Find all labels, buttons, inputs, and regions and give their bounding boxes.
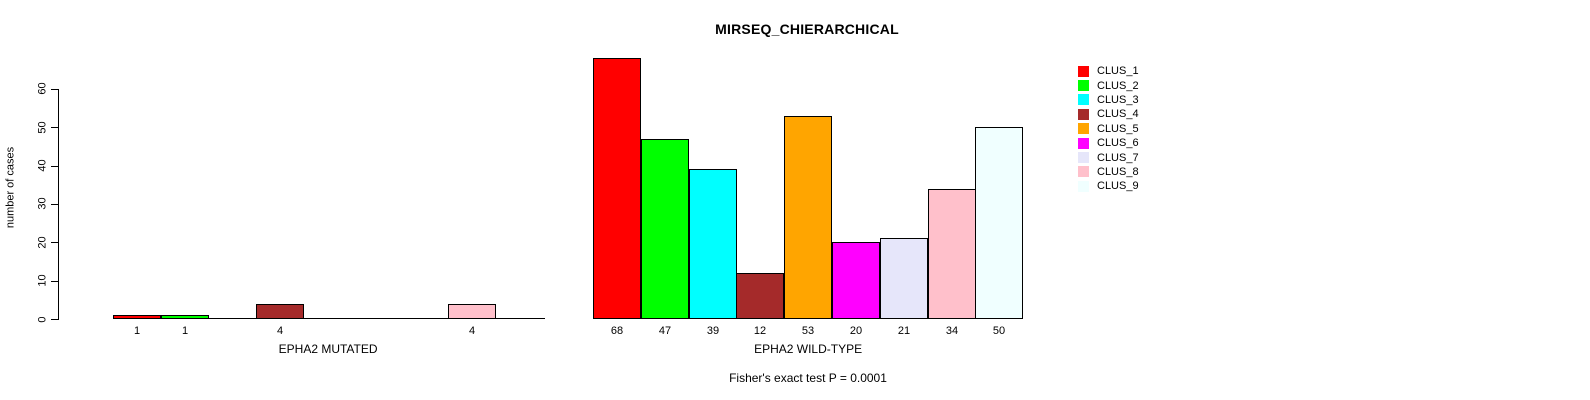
y-tick [51, 319, 58, 320]
legend-color-swatch [1078, 123, 1089, 135]
legend-color-swatch [1078, 166, 1089, 178]
x-axis-title: EPHA2 MUTATED [278, 342, 378, 356]
legend-color-swatch [1078, 180, 1089, 192]
legend-label: CLUS_7 [1097, 151, 1139, 164]
legend-item: CLUS_2 [1078, 78, 1139, 92]
bar-clus_2 [161, 315, 209, 319]
y-tick-label: 0 [36, 315, 49, 323]
fisher-test-annotation: Fisher's exact test P = 0.0001 [729, 371, 887, 385]
bar-clus_8 [928, 189, 976, 319]
bar-clus_8 [448, 304, 496, 319]
legend-item: CLUS_4 [1078, 107, 1139, 121]
legend-label: CLUS_6 [1097, 137, 1139, 150]
legend-item: CLUS_5 [1078, 122, 1139, 136]
bar-value-label: 39 [706, 325, 720, 337]
legend-label: CLUS_3 [1097, 93, 1139, 106]
legend-item: CLUS_7 [1078, 150, 1139, 164]
legend-item: CLUS_1 [1078, 64, 1139, 78]
y-axis-label: number of cases [4, 146, 17, 229]
legend-item: CLUS_9 [1078, 179, 1139, 193]
bar-value-label: 1 [133, 325, 141, 337]
y-tick [51, 280, 58, 282]
legend-label: CLUS_9 [1097, 180, 1139, 193]
legend-label: CLUS_8 [1097, 165, 1139, 178]
bar-clus_7 [880, 238, 928, 319]
bar-clus_3 [689, 169, 737, 319]
bar-clus_9 [975, 127, 1023, 319]
legend-color-swatch [1078, 80, 1089, 92]
bar-value-label: 21 [897, 325, 911, 337]
y-tick-label: 40 [36, 159, 49, 172]
chart-title: MIRSEQ_CHIERARCHICAL [715, 21, 899, 37]
legend-label: CLUS_2 [1097, 79, 1139, 92]
x-axis-title: EPHA2 WILD-TYPE [754, 342, 863, 356]
legend-color-swatch [1078, 108, 1089, 120]
bar-value-label: 1 [181, 325, 189, 337]
bar-clus_1 [113, 315, 161, 319]
y-tick [51, 203, 58, 205]
bar-clus_4 [256, 304, 304, 319]
bar-clus_4 [736, 273, 784, 319]
legend-item: CLUS_8 [1078, 165, 1139, 179]
legend-color-swatch [1078, 65, 1089, 77]
bar-value-label: 53 [801, 325, 815, 337]
legend: CLUS_1 CLUS_2 CLUS_3 CLUS_4 CLUS_5 CLUS_6 CLUS… [1078, 64, 1139, 194]
y-tick-label: 30 [36, 197, 49, 211]
y-axis-line [58, 88, 59, 320]
legend-item: CLUS_3 [1078, 93, 1139, 107]
bar-value-label: 20 [849, 325, 863, 337]
bar-clus_1 [593, 58, 641, 319]
y-tick [51, 242, 58, 244]
legend-color-swatch [1078, 137, 1089, 149]
y-tick [51, 127, 58, 129]
legend-color-swatch [1078, 152, 1089, 164]
y-tick [51, 88, 58, 90]
bar-value-label: 47 [658, 325, 672, 337]
bar-value-label: 34 [945, 325, 959, 337]
x-axis-line [113, 318, 546, 319]
legend-label: CLUS_4 [1097, 108, 1139, 121]
bar-value-label: 50 [992, 325, 1006, 337]
bar-value-label: 12 [753, 325, 767, 337]
y-tick-label: 60 [36, 82, 49, 96]
y-tick [51, 165, 58, 167]
bar-clus_6 [832, 242, 880, 319]
legend-item: CLUS_6 [1078, 136, 1139, 150]
y-tick-label: 20 [36, 236, 49, 249]
bar-clus_2 [641, 139, 689, 319]
bar-value-label: 4 [468, 325, 476, 337]
legend-label: CLUS_5 [1097, 122, 1139, 135]
bar-value-label: 68 [610, 325, 624, 337]
bar-value-label: 4 [276, 325, 284, 337]
y-tick-label: 10 [36, 274, 49, 287]
legend-label: CLUS_1 [1097, 65, 1139, 78]
bar-clus_5 [784, 116, 832, 319]
legend-color-swatch [1078, 94, 1089, 106]
y-tick-label: 50 [36, 121, 49, 134]
